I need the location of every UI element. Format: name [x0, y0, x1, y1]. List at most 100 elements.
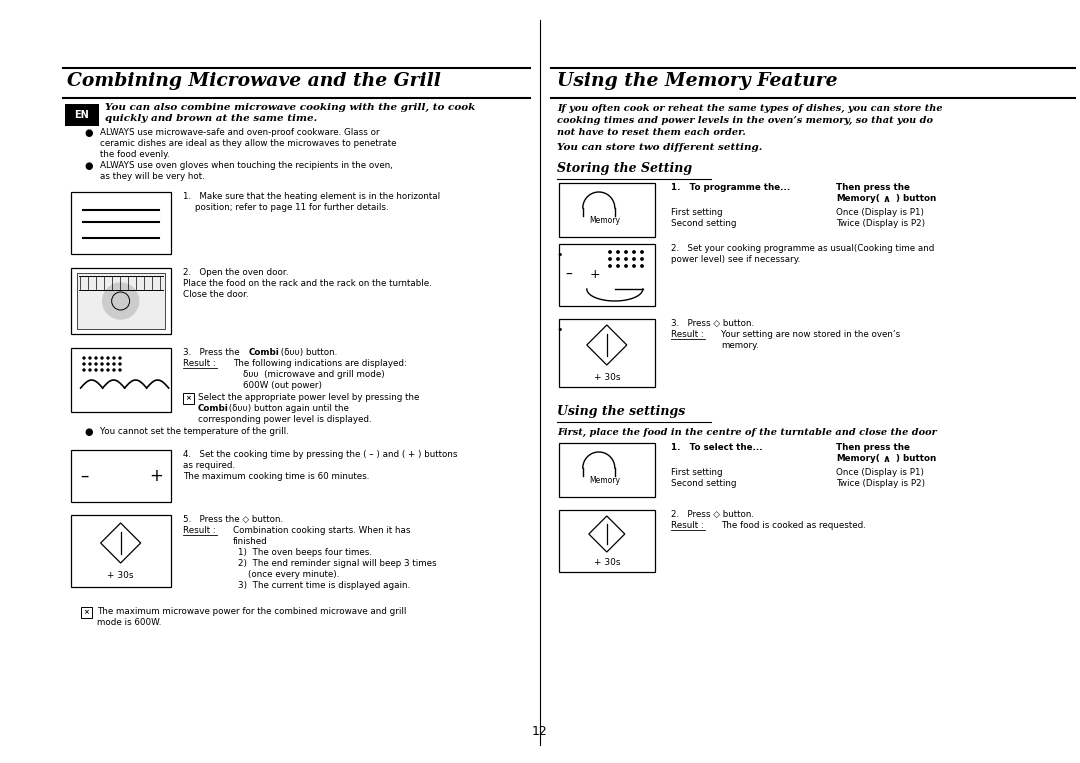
Text: ∧: ∧ [882, 454, 891, 464]
Text: position; refer to page 11 for further details.: position; refer to page 11 for further d… [194, 203, 389, 212]
Text: not have to reset them each order.: not have to reset them each order. [557, 128, 745, 137]
Text: 1.   To programme the...: 1. To programme the... [671, 183, 791, 192]
Text: 2)  The end reminder signal will beep 3 times: 2) The end reminder signal will beep 3 t… [238, 559, 436, 568]
Bar [65, 104, 98, 126]
Polygon shape [589, 516, 625, 552]
Text: ceramic dishes are ideal as they allow the microwaves to penetrate: ceramic dishes are ideal as they allow t… [99, 139, 396, 148]
Text: (δυυ) button.: (δυυ) button. [278, 348, 337, 357]
Text: ×: × [185, 395, 191, 401]
Circle shape [119, 369, 121, 371]
Circle shape [102, 357, 103, 359]
Bar [558, 443, 654, 497]
Circle shape [102, 369, 103, 371]
Text: mode is 600W.: mode is 600W. [96, 618, 161, 627]
Circle shape [102, 363, 103, 365]
Circle shape [95, 363, 97, 365]
Circle shape [83, 363, 85, 365]
Circle shape [113, 369, 114, 371]
Text: Storing the Setting: Storing the Setting [557, 162, 692, 175]
Text: +: + [150, 467, 163, 485]
Circle shape [89, 369, 91, 371]
Text: First, place the food in the centre of the turntable and close the door: First, place the food in the centre of t… [557, 428, 936, 437]
Bar [77, 273, 164, 329]
Text: Combi: Combi [198, 404, 229, 413]
Text: 2.   Set your cooking programme as usual(Cooking time and: 2. Set your cooking programme as usual(C… [671, 244, 934, 253]
Circle shape [89, 363, 91, 365]
Text: ) button: ) button [895, 194, 936, 203]
Text: Using the Memory Feature: Using the Memory Feature [557, 72, 837, 90]
Text: You can also combine microwave cooking with the grill, to cook: You can also combine microwave cooking w… [105, 103, 475, 112]
Circle shape [107, 369, 109, 371]
Bar [558, 244, 654, 306]
Text: Close the door.: Close the door. [183, 290, 248, 299]
Text: cooking times and power levels in the oven’s memory, so that you do: cooking times and power levels in the ov… [557, 116, 933, 125]
Circle shape [609, 251, 611, 253]
Circle shape [640, 251, 644, 253]
Text: +: + [590, 269, 600, 282]
Text: ●: ● [84, 427, 93, 437]
Circle shape [119, 357, 121, 359]
Text: •: • [557, 250, 564, 260]
Text: The maximum microwave power for the combined microwave and grill: The maximum microwave power for the comb… [96, 607, 406, 616]
Text: 1)  The oven beeps four times.: 1) The oven beeps four times. [238, 548, 372, 557]
Text: ×: × [83, 610, 89, 616]
Text: (δυυ) button again until the: (δυυ) button again until the [226, 404, 349, 413]
Text: Combination cooking starts. When it has: Combination cooking starts. When it has [232, 526, 410, 535]
Text: as they will be very hot.: as they will be very hot. [99, 172, 204, 181]
Text: ●: ● [84, 128, 93, 138]
Bar [558, 510, 654, 572]
Text: First setting: First setting [671, 208, 723, 217]
Text: (once every minute).: (once every minute). [247, 570, 339, 579]
Circle shape [625, 251, 627, 253]
Text: 3.   Press ◇ button.: 3. Press ◇ button. [671, 319, 754, 328]
Text: ) button: ) button [895, 454, 936, 463]
Text: –: – [80, 467, 89, 485]
Bar [70, 348, 171, 412]
Text: Twice (Display is P2): Twice (Display is P2) [836, 219, 924, 228]
Text: Once (Display is P1): Once (Display is P1) [836, 208, 923, 217]
Text: Combi: Combi [248, 348, 280, 357]
Text: Once (Display is P1): Once (Display is P1) [836, 468, 923, 477]
Bar [70, 268, 171, 334]
Circle shape [113, 357, 114, 359]
Text: ALWAYS use microwave-safe and oven-proof cookware. Glass or: ALWAYS use microwave-safe and oven-proof… [99, 128, 379, 137]
Text: If you often cook or reheat the same types of dishes, you can store the: If you often cook or reheat the same typ… [557, 104, 943, 113]
Text: Result :: Result : [183, 359, 215, 368]
Circle shape [83, 369, 85, 371]
Circle shape [609, 258, 611, 260]
Text: –: – [565, 268, 572, 282]
Circle shape [617, 251, 619, 253]
Text: the food evenly.: the food evenly. [99, 150, 170, 159]
Circle shape [95, 357, 97, 359]
Text: Then press the: Then press the [836, 183, 909, 192]
Text: •: • [557, 325, 564, 335]
Circle shape [640, 258, 644, 260]
Text: Then press the: Then press the [836, 443, 909, 452]
Text: 12: 12 [532, 725, 548, 738]
Circle shape [633, 251, 635, 253]
Text: Second setting: Second setting [671, 479, 737, 488]
Text: as required.: as required. [183, 461, 234, 470]
Circle shape [107, 363, 109, 365]
Text: Memory(: Memory( [836, 454, 879, 463]
Text: + 30s: + 30s [107, 571, 134, 580]
Text: corresponding power level is displayed.: corresponding power level is displayed. [198, 415, 372, 424]
Bar [81, 607, 92, 618]
Circle shape [95, 369, 97, 371]
Text: finished: finished [232, 537, 268, 546]
Text: ALWAYS use oven gloves when touching the recipients in the oven,: ALWAYS use oven gloves when touching the… [99, 161, 392, 170]
Circle shape [625, 265, 627, 267]
Circle shape [89, 357, 91, 359]
Bar [70, 192, 171, 254]
Text: Memory: Memory [590, 476, 620, 485]
Polygon shape [586, 325, 626, 365]
Text: memory.: memory. [720, 341, 758, 350]
Text: Result :: Result : [183, 526, 215, 535]
Text: + 30s: + 30s [594, 373, 620, 382]
Text: 4.   Set the cooking time by pressing the ( – ) and ( + ) buttons: 4. Set the cooking time by pressing the … [183, 450, 457, 459]
Text: The following indications are displayed:: The following indications are displayed: [232, 359, 406, 368]
Text: Result :: Result : [671, 330, 703, 339]
Text: 1.   Make sure that the heating element is in the horizontal: 1. Make sure that the heating element is… [183, 192, 440, 201]
Text: Memory: Memory [590, 216, 620, 225]
Circle shape [103, 283, 138, 319]
